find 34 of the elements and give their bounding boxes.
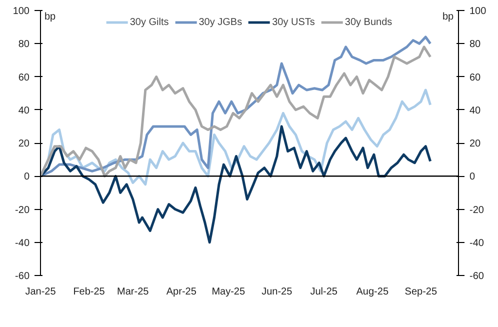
legend-label: 30y JGBs xyxy=(198,16,242,28)
legend-label: 30y Gilts xyxy=(130,16,169,28)
legend-label: 30y Bunds xyxy=(344,16,392,28)
y2-tick-label: 100 xyxy=(470,6,487,17)
x-tick-label: Feb-25 xyxy=(73,286,106,298)
y-tick-label: 100 xyxy=(12,6,30,17)
y2-tick-label: -20 xyxy=(470,204,484,216)
y2-tick-label: -60 xyxy=(470,271,484,282)
y2-tick-label: 0 xyxy=(470,172,476,183)
x-tick-label: Jan-25 xyxy=(25,286,56,298)
y2-tick-label: 40 xyxy=(470,105,482,116)
x-tick-label: May-25 xyxy=(212,286,246,298)
y2-tick-label: 20 xyxy=(470,138,482,150)
y-tick-label: 80 xyxy=(18,39,30,50)
y2-tick-label: 80 xyxy=(470,39,482,50)
y-tick-label: 0 xyxy=(24,172,30,183)
x-tick-label: Apr-25 xyxy=(166,286,197,298)
y-tick-label: 60 xyxy=(18,72,30,84)
y-tick-label: -60 xyxy=(15,271,30,282)
y2-tick-label: -40 xyxy=(470,238,484,249)
y-axis-title: bp xyxy=(44,12,56,22)
y-tick-label: -40 xyxy=(15,238,30,249)
x-tick-label: Jul-25 xyxy=(310,286,338,298)
x-tick-label: Jun-25 xyxy=(262,286,293,298)
y-tick-label: 40 xyxy=(18,105,30,116)
y-tick-label: 20 xyxy=(18,138,30,150)
x-tick-label: Sep-25 xyxy=(404,286,438,298)
x-tick-label: Aug-25 xyxy=(356,286,389,298)
x-tick-label: Mar-25 xyxy=(117,286,150,298)
y2-axis-title: bp xyxy=(442,12,454,22)
y2-tick-label: 60 xyxy=(470,72,482,84)
y-tick-label: -20 xyxy=(15,204,30,216)
legend-label: 30y USTs xyxy=(272,16,315,28)
line-series xyxy=(40,125,432,244)
